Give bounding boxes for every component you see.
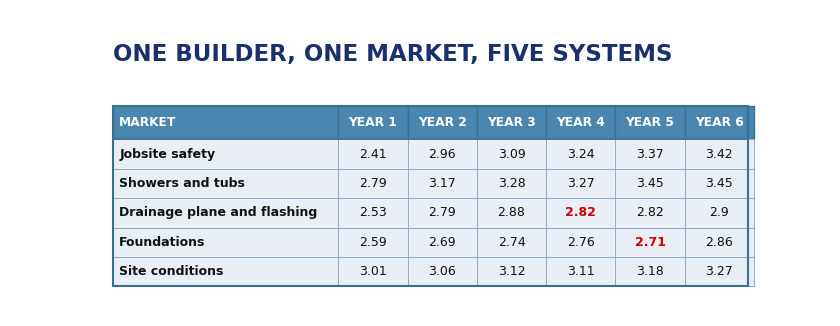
Text: 3.17: 3.17 xyxy=(428,177,456,190)
Text: 3.24: 3.24 xyxy=(567,148,595,161)
Text: Site conditions: Site conditions xyxy=(119,265,223,278)
Text: Jobsite safety: Jobsite safety xyxy=(119,148,215,161)
Text: 2.69: 2.69 xyxy=(428,236,456,249)
Text: 3.37: 3.37 xyxy=(636,148,664,161)
Text: 3.45: 3.45 xyxy=(636,177,664,190)
Text: YEAR 5: YEAR 5 xyxy=(626,116,675,129)
Text: Showers and tubs: Showers and tubs xyxy=(119,177,245,190)
Text: 3.18: 3.18 xyxy=(636,265,664,278)
Text: Drainage plane and flashing: Drainage plane and flashing xyxy=(119,206,318,219)
Text: 2.82: 2.82 xyxy=(636,206,664,219)
Text: 2.88: 2.88 xyxy=(497,206,526,219)
Text: 3.28: 3.28 xyxy=(497,177,525,190)
Text: YEAR 3: YEAR 3 xyxy=(487,116,536,129)
Text: 2.96: 2.96 xyxy=(428,148,456,161)
Text: 3.12: 3.12 xyxy=(497,265,525,278)
Text: 2.41: 2.41 xyxy=(360,148,386,161)
Text: 2.53: 2.53 xyxy=(360,206,387,219)
Text: 2.79: 2.79 xyxy=(360,177,387,190)
Text: 3.27: 3.27 xyxy=(706,265,733,278)
Text: 3.09: 3.09 xyxy=(497,148,525,161)
Text: 3.42: 3.42 xyxy=(706,148,733,161)
Text: Foundations: Foundations xyxy=(119,236,206,249)
Text: 2.76: 2.76 xyxy=(567,236,595,249)
Text: 3.27: 3.27 xyxy=(567,177,595,190)
Text: YEAR 4: YEAR 4 xyxy=(556,116,605,129)
Text: 2.79: 2.79 xyxy=(428,206,456,219)
Text: 2.9: 2.9 xyxy=(710,206,729,219)
Text: 3.01: 3.01 xyxy=(360,265,387,278)
Text: 3.06: 3.06 xyxy=(428,265,456,278)
Text: 2.82: 2.82 xyxy=(565,206,596,219)
Text: 2.71: 2.71 xyxy=(634,236,665,249)
Text: YEAR 6: YEAR 6 xyxy=(695,116,743,129)
Text: ONE BUILDER, ONE MARKET, FIVE SYSTEMS: ONE BUILDER, ONE MARKET, FIVE SYSTEMS xyxy=(113,43,672,66)
Text: YEAR 1: YEAR 1 xyxy=(349,116,397,129)
Text: 3.45: 3.45 xyxy=(706,177,733,190)
Text: YEAR 2: YEAR 2 xyxy=(417,116,467,129)
Text: 2.74: 2.74 xyxy=(497,236,525,249)
Text: 2.59: 2.59 xyxy=(360,236,387,249)
Text: 2.86: 2.86 xyxy=(706,236,733,249)
Text: MARKET: MARKET xyxy=(119,116,176,129)
Text: 3.11: 3.11 xyxy=(567,265,595,278)
